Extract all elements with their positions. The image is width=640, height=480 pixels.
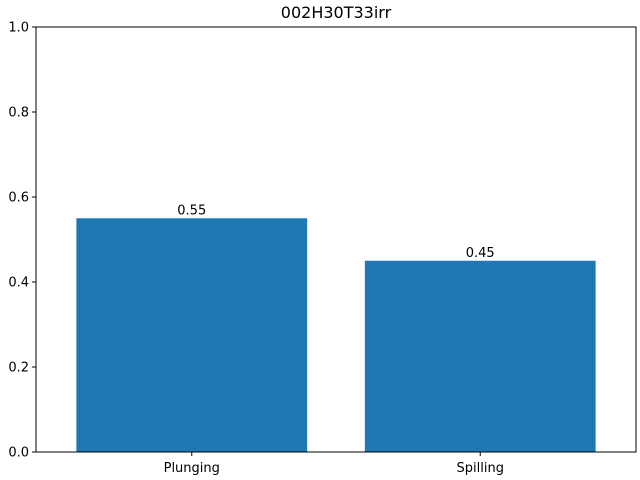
- y-axis: 0.0 0.2 0.4 0.6 0.8 1.0: [8, 21, 36, 461]
- y-tick-label: 0.6: [8, 191, 29, 206]
- x-axis: Plunging Spilling: [164, 452, 504, 476]
- bar-spilling: [364, 260, 596, 452]
- data-label-plunging: 0.55: [177, 203, 206, 218]
- x-tick-label-plunging: Plunging: [164, 461, 220, 476]
- y-tick-label: 0.8: [8, 106, 29, 121]
- y-tick-label: 1.0: [8, 21, 29, 36]
- y-tick-label: 0.2: [8, 361, 29, 376]
- y-tick-label: 0.4: [8, 276, 29, 291]
- chart-title: 002H30T33irr: [281, 3, 392, 22]
- data-labels-group: 0.55 0.45: [177, 203, 494, 261]
- x-tick-label-spilling: Spilling: [457, 461, 504, 476]
- bar-plunging: [76, 218, 308, 452]
- y-tick-label: 0.0: [8, 446, 29, 461]
- bars-group: [76, 218, 596, 452]
- data-label-spilling: 0.45: [466, 246, 495, 261]
- plot-frame: [35, 26, 637, 453]
